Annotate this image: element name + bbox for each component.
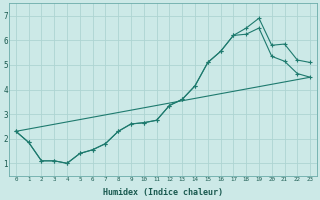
X-axis label: Humidex (Indice chaleur): Humidex (Indice chaleur) [103, 188, 223, 197]
